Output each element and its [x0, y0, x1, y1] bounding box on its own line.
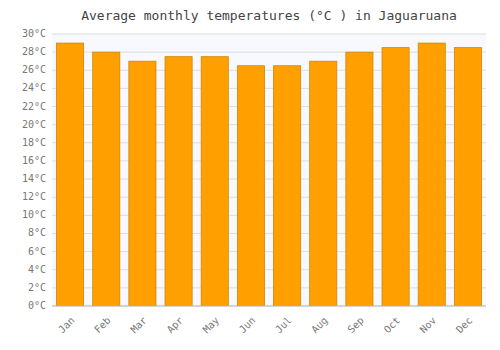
bar — [201, 57, 228, 306]
plot-area — [52, 34, 486, 306]
y-tick-label: 28°C — [22, 46, 46, 57]
bar — [93, 52, 120, 306]
bar — [237, 66, 264, 306]
y-tick-label: 20°C — [22, 119, 46, 130]
bar — [129, 61, 156, 306]
y-grid — [52, 34, 486, 306]
x-tick-label: May — [201, 315, 222, 336]
y-tick-label: 26°C — [22, 64, 46, 75]
x-tick-label: Aug — [309, 315, 330, 336]
x-tick-label: Oct — [382, 315, 403, 336]
x-tick-label: Nov — [418, 315, 439, 336]
x-tick-label: Mar — [128, 315, 149, 336]
y-tick-label: 10°C — [22, 209, 46, 220]
y-tick-label: 24°C — [22, 82, 46, 93]
y-tick-label: 18°C — [22, 137, 46, 148]
x-tick-label: Feb — [92, 315, 113, 336]
y-tick-label: 2°C — [28, 282, 46, 293]
x-tick-label: Jun — [237, 315, 258, 336]
bar — [310, 61, 337, 306]
bar — [346, 52, 373, 306]
y-tick-label: 16°C — [22, 155, 46, 166]
bar — [274, 66, 301, 306]
grid-line — [52, 34, 486, 35]
x-tick-label: Jan — [56, 315, 77, 336]
y-tick-label: 14°C — [22, 173, 46, 184]
chart: Average monthly temperatures (°C ) in Ja… — [0, 0, 500, 350]
y-tick-label: 6°C — [28, 246, 46, 257]
bars — [57, 43, 482, 306]
bar — [418, 43, 445, 306]
x-tick-label: Sep — [345, 315, 366, 336]
y-tick-label: 8°C — [28, 227, 46, 238]
bar — [454, 48, 481, 306]
y-tick-label: 22°C — [22, 101, 46, 112]
title: Average monthly temperatures (°C ) in Ja… — [81, 8, 457, 23]
x-axis-line — [52, 306, 486, 307]
bar — [165, 57, 192, 306]
bar — [57, 43, 84, 306]
x-tick-label: Jul — [273, 315, 294, 336]
y-tick-label: 4°C — [28, 264, 46, 275]
bar — [382, 48, 409, 306]
y-tick-label: 12°C — [22, 191, 46, 202]
grid-line — [52, 306, 486, 307]
x-tick-label: Dec — [454, 315, 475, 336]
x-tick-label: Apr — [165, 315, 186, 336]
y-tick-label: 0°C — [28, 300, 46, 311]
y-tick-label: 30°C — [22, 28, 46, 39]
